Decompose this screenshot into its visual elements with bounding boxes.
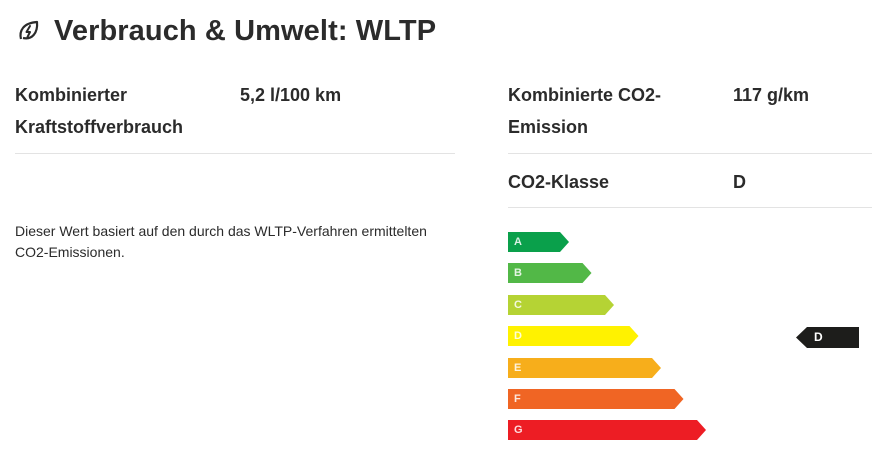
efficiency-bar-letter: C <box>514 299 522 311</box>
current-class-letter: D <box>814 330 823 344</box>
efficiency-bar-a: A <box>508 232 569 252</box>
co2-class-divider <box>508 207 872 208</box>
co2-class-label: CO2-Klasse <box>508 172 610 192</box>
wltp-note: Dieser Wert basiert auf den durch das WL… <box>15 223 427 260</box>
consumption-label: Kombinierter Kraftstoffverbrauch <box>15 85 184 137</box>
section-title: Verbrauch & Umwelt: WLTP <box>54 14 437 47</box>
emission-value: 117 g/km <box>733 85 810 105</box>
consumption-value: 5,2 l/100 km <box>240 85 342 105</box>
efficiency-bar-e: E <box>508 358 661 378</box>
efficiency-bar-letter: B <box>514 267 522 279</box>
efficiency-bar-letter: E <box>514 362 522 374</box>
emission-label: Kombinierte CO2-Emission <box>508 85 662 137</box>
leaf-bolt-icon <box>16 18 42 44</box>
efficiency-bar-d: D <box>508 326 639 346</box>
efficiency-bar-f: F <box>508 389 684 409</box>
consumption-divider <box>15 153 455 154</box>
emission-divider <box>508 153 872 154</box>
current-class-marker: D <box>796 327 859 348</box>
efficiency-bar-letter: G <box>514 424 523 436</box>
efficiency-bar-letter: A <box>514 236 522 248</box>
efficiency-bar-b: B <box>508 263 592 283</box>
efficiency-bar-letter: F <box>514 393 521 405</box>
efficiency-bar-letter: D <box>514 330 522 342</box>
efficiency-bar-g: G <box>508 420 706 440</box>
section-header: Verbrauch & Umwelt: WLTP <box>16 10 436 52</box>
co2-class-value: D <box>733 172 746 192</box>
efficiency-bar-c: C <box>508 295 614 315</box>
